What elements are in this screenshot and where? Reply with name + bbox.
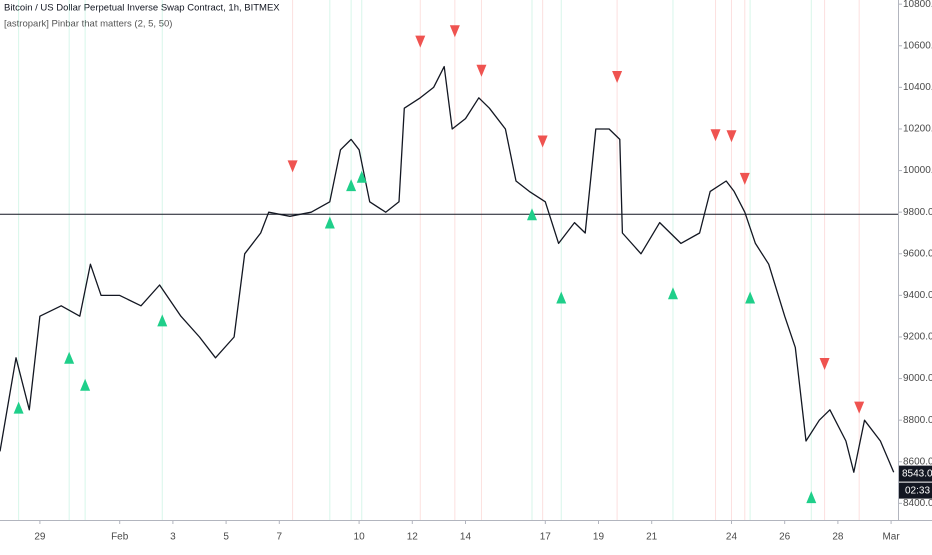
buy-marker [356, 170, 367, 183]
x-tick-label: 12 [407, 532, 419, 543]
last-price-box [899, 465, 932, 482]
last-price-label: 8543.0 [902, 468, 932, 479]
x-tick-label: 28 [832, 532, 844, 543]
timer-box [899, 482, 932, 499]
y-tick-label: 9400.0 [903, 290, 932, 301]
sell-marker [287, 160, 298, 173]
y-tick-label: 8600.0 [903, 456, 932, 467]
y-tick-label: 10400.0 [903, 82, 932, 93]
buy-marker [324, 216, 335, 229]
x-tick-label: 21 [646, 532, 658, 543]
indicator-label: [astropark] Pinbar that matters (2, 5, 5… [4, 19, 172, 30]
sell-marker [854, 401, 865, 414]
y-tick-label: 10000.0 [903, 165, 932, 176]
sell-marker [537, 135, 548, 148]
sell-marker [819, 358, 830, 370]
buy-marker [157, 314, 168, 327]
y-tick-label: 9600.0 [903, 248, 932, 259]
sell-marker [710, 129, 721, 142]
x-tick-label: Feb [111, 532, 129, 543]
x-tick-label: 5 [223, 532, 229, 543]
sell-marker [739, 172, 750, 185]
y-tick-label: 10200.0 [903, 124, 932, 135]
y-tick-label: 8800.0 [903, 415, 932, 426]
sell-marker [476, 64, 487, 77]
sell-marker [612, 70, 623, 83]
buy-marker [806, 491, 817, 504]
x-tick-label: 24 [726, 532, 738, 543]
x-tick-label: 29 [34, 532, 46, 543]
y-tick-label: 10600.0 [903, 40, 932, 51]
buy-marker [667, 287, 678, 300]
y-tick-label: 9000.0 [903, 373, 932, 384]
y-tick-label: 8400.0 [903, 498, 932, 509]
x-tick-label: 26 [779, 532, 791, 543]
buy-marker [526, 208, 537, 221]
price-line [0, 65, 895, 473]
buy-marker [745, 291, 756, 304]
sell-marker [726, 130, 737, 143]
y-tick-label: 10800.0 [903, 0, 932, 10]
x-tick-label: 3 [170, 532, 176, 543]
sell-marker [415, 35, 426, 48]
sell-marker [449, 25, 460, 38]
x-tick-label: 17 [540, 532, 552, 543]
chart-title: Bitcoin / US Dollar Perpetual Inverse Sw… [4, 3, 280, 14]
buy-marker [13, 401, 24, 414]
y-tick-label: 9800.0 [903, 207, 932, 218]
y-tick-label: 9200.0 [903, 332, 932, 343]
buy-marker [80, 378, 91, 391]
x-tick-label: Mar [882, 532, 900, 543]
x-tick-label: 19 [593, 532, 605, 543]
x-tick-label: 14 [460, 532, 472, 543]
x-tick-label: 7 [277, 532, 283, 543]
buy-marker [64, 351, 75, 364]
buy-marker [556, 291, 567, 304]
x-tick-label: 10 [354, 532, 366, 543]
timer-label: 02:33 [905, 485, 930, 496]
buy-marker [346, 179, 357, 192]
